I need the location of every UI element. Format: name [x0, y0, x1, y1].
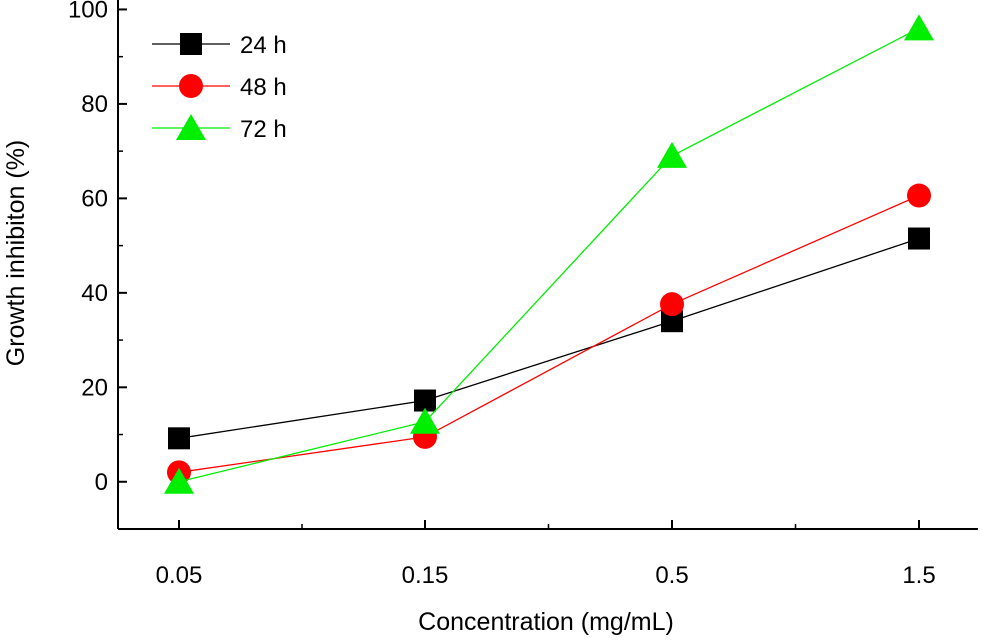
y-tick-label: 60: [81, 185, 108, 212]
y-tick-label: 20: [81, 374, 108, 401]
data-point: [908, 227, 930, 250]
y-tick-label: 0: [95, 469, 108, 496]
y-axis-label: Growth inhibiton (%): [2, 140, 30, 366]
legend: 24 h 48 h 72 h: [152, 32, 287, 143]
axes: 0 20 40 60 80 100 0.05 0.15 0.5 1.5: [68, 0, 978, 589]
legend-marker: [176, 114, 206, 140]
x-tick-label: 0.15: [402, 562, 449, 589]
series-line: [178, 27, 920, 483]
series-1: [168, 227, 930, 450]
series-3: [164, 14, 934, 494]
legend-label: 24 h: [240, 32, 287, 59]
data-point: [164, 467, 194, 494]
series-2: [167, 183, 931, 485]
data-point: [907, 183, 931, 208]
series-line: [178, 237, 920, 439]
legend-item: 72 h: [152, 114, 287, 143]
x-tick-label: 0.05: [156, 562, 203, 589]
data-point: [657, 141, 687, 168]
data-point: [168, 427, 190, 450]
x-tick-label: 0.5: [655, 562, 688, 589]
legend-marker: [180, 33, 202, 55]
x-axis-label: Concentration (mg/mL): [418, 608, 674, 636]
y-tick-label: 100: [68, 0, 108, 23]
series-line: [178, 194, 920, 473]
legend-item: 24 h: [152, 32, 287, 59]
legend-label: 72 h: [240, 116, 287, 143]
data-point: [660, 292, 684, 317]
legend-marker: [179, 74, 203, 98]
data-point: [661, 310, 683, 333]
y-tick-label: 80: [81, 91, 108, 118]
legend-item: 48 h: [152, 74, 287, 101]
y-tick-label: 40: [81, 280, 108, 307]
data-point: [410, 407, 440, 434]
series-layer: [164, 14, 934, 494]
data-point: [414, 389, 436, 412]
legend-label: 48 h: [240, 74, 287, 101]
x-tick-label: 1.5: [902, 562, 935, 589]
data-point: [904, 14, 934, 41]
